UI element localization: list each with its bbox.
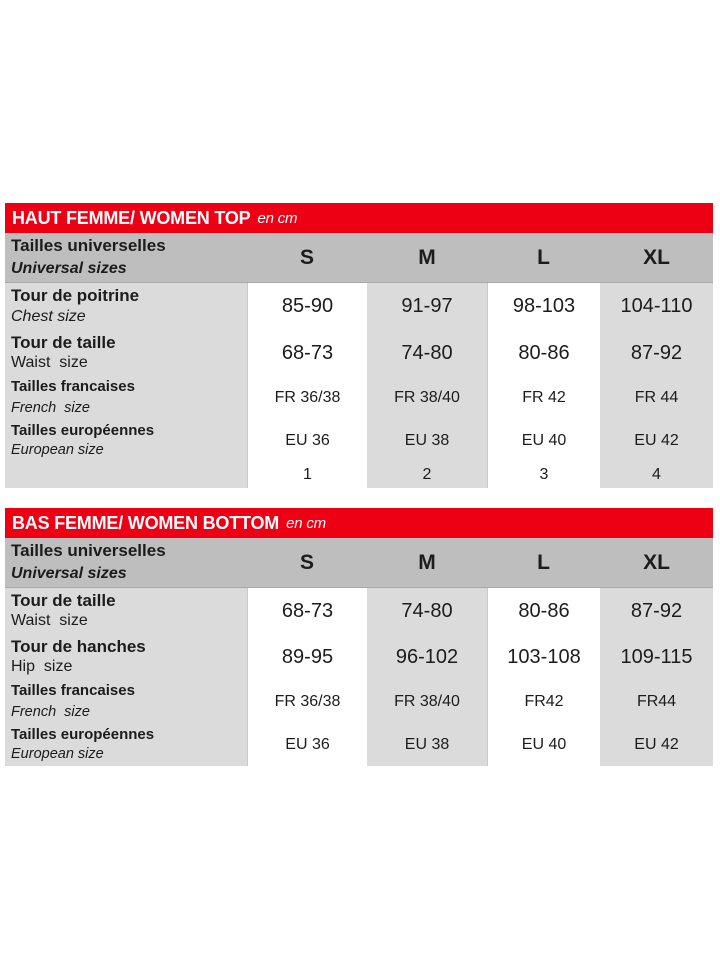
cell-value-l: 98-103 (487, 283, 600, 330)
column-header-m: M (418, 550, 436, 574)
cell-value-l: FR42 (487, 680, 600, 724)
column-header-xl: XL (643, 550, 670, 574)
cell-value-xl: 104-110 (600, 283, 713, 330)
column-header-l: L (537, 550, 550, 574)
column-header-m: M (418, 245, 436, 269)
table-row: Tailles francaises French size FR 36/38 … (5, 376, 713, 420)
header-label-fr: Tailles universelles (11, 236, 166, 255)
cell-value-l: FR 42 (487, 376, 600, 420)
size-chart-sheet: HAUT FEMME/ WOMEN TOP en cm Tailles univ… (5, 203, 713, 766)
cell-value-xl: 87-92 (600, 330, 713, 377)
row-label-fr: Tailles européennes (11, 726, 155, 743)
row-label-en: French size (11, 703, 90, 720)
table-row-universal-numbers: 1 2 3 4 (5, 462, 713, 488)
unit-label: en cm (286, 514, 326, 532)
cell-value-s: FR 36/38 (247, 376, 367, 420)
cell-value-m: EU 38 (367, 724, 487, 766)
table-row: Tour de taille Waist size 68-73 74-80 80… (5, 588, 713, 635)
row-label-en: European size (11, 745, 104, 762)
column-header-s: S (299, 550, 314, 574)
cell-value-l: 80-86 (487, 330, 600, 377)
row-label-fr: Tailles européennes (11, 422, 155, 439)
cell-value-m: FR 38/40 (367, 376, 487, 420)
row-label-en: Hip size (11, 658, 73, 676)
row-label-fr: Tour de taille (11, 591, 116, 610)
row-label-en: Waist size (11, 354, 88, 372)
cell-value-xl: 109-115 (600, 634, 713, 681)
row-label-fr: Tour de poitrine (11, 286, 140, 305)
column-header-row: Tailles universelles Universal sizes S M… (5, 233, 713, 283)
cell-value-m: 74-80 (367, 588, 487, 635)
cell-value-s: EU 36 (247, 420, 367, 462)
cell-value-xl: 4 (600, 462, 713, 488)
cell-value-l: 103-108 (487, 634, 600, 681)
cell-value-s: EU 36 (247, 724, 367, 766)
table-row: Tailles européennes European size EU 36 … (5, 420, 713, 462)
cell-value-xl: 87-92 (600, 588, 713, 635)
column-header-xl: XL (643, 245, 670, 269)
header-label-fr: Tailles universelles (11, 541, 166, 560)
cell-value-l: EU 40 (487, 420, 600, 462)
cell-value-s: 89-95 (247, 634, 367, 681)
cell-value-m: 74-80 (367, 330, 487, 377)
women-top-table: HAUT FEMME/ WOMEN TOP en cm Tailles univ… (5, 203, 713, 488)
women-bottom-table: BAS FEMME/ WOMEN BOTTOM en cm Tailles un… (5, 508, 713, 766)
cell-value-m: 91-97 (367, 283, 487, 330)
row-label-en: Waist size (11, 612, 88, 630)
row-label-fr: Tailles francaises (11, 378, 135, 395)
cell-value-l: 3 (487, 462, 600, 488)
unit-label: en cm (257, 209, 298, 227)
women-bottom-title-band: BAS FEMME/ WOMEN BOTTOM en cm (5, 508, 713, 538)
row-label-en: European size (11, 441, 104, 458)
cell-value-xl: EU 42 (600, 420, 713, 462)
row-label-fr: Tour de taille (11, 333, 116, 352)
cell-value-xl: EU 42 (600, 724, 713, 766)
cell-value-xl: FR 44 (600, 376, 713, 420)
table-title: HAUT FEMME/ WOMEN TOP (12, 207, 251, 228)
row-label-fr: Tailles francaises (11, 682, 135, 699)
header-label-cell: Tailles universelles Universal sizes (5, 538, 247, 587)
cell-value-m: 2 (367, 462, 487, 488)
cell-value-s: FR 36/38 (247, 680, 367, 724)
women-top-title-band: HAUT FEMME/ WOMEN TOP en cm (5, 203, 713, 233)
table-row: Tailles européennes European size EU 36 … (5, 724, 713, 766)
cell-value-s: 1 (247, 462, 367, 488)
cell-value-l: EU 40 (487, 724, 600, 766)
column-header-row: Tailles universelles Universal sizes S M… (5, 538, 713, 588)
cell-value-xl: FR44 (600, 680, 713, 724)
table-row: Tour de hanches Hip size 89-95 96-102 10… (5, 634, 713, 681)
row-label-fr: Tour de hanches (11, 637, 146, 656)
table-row: Tour de taille Waist size 68-73 74-80 80… (5, 330, 713, 377)
column-header-l: L (537, 245, 550, 269)
cell-value-l: 80-86 (487, 588, 600, 635)
cell-value-s: 68-73 (247, 330, 367, 377)
row-label-en: Chest size (11, 308, 86, 325)
cell-value-s: 85-90 (247, 283, 367, 330)
table-title: BAS FEMME/ WOMEN BOTTOM (12, 512, 280, 533)
table-row: Tour de poitrine Chest size 85-90 91-97 … (5, 283, 713, 330)
cell-value-m: EU 38 (367, 420, 487, 462)
column-header-s: S (299, 245, 314, 269)
header-label-cell: Tailles universelles Universal sizes (5, 233, 247, 282)
row-label-en: French size (11, 399, 90, 416)
cell-value-m: 96-102 (367, 634, 487, 681)
header-label-en: Universal sizes (11, 564, 127, 582)
cell-value-m: FR 38/40 (367, 680, 487, 724)
table-row: Tailles francaises French size FR 36/38 … (5, 680, 713, 724)
header-label-en: Universal sizes (11, 259, 127, 277)
cell-value-s: 68-73 (247, 588, 367, 635)
